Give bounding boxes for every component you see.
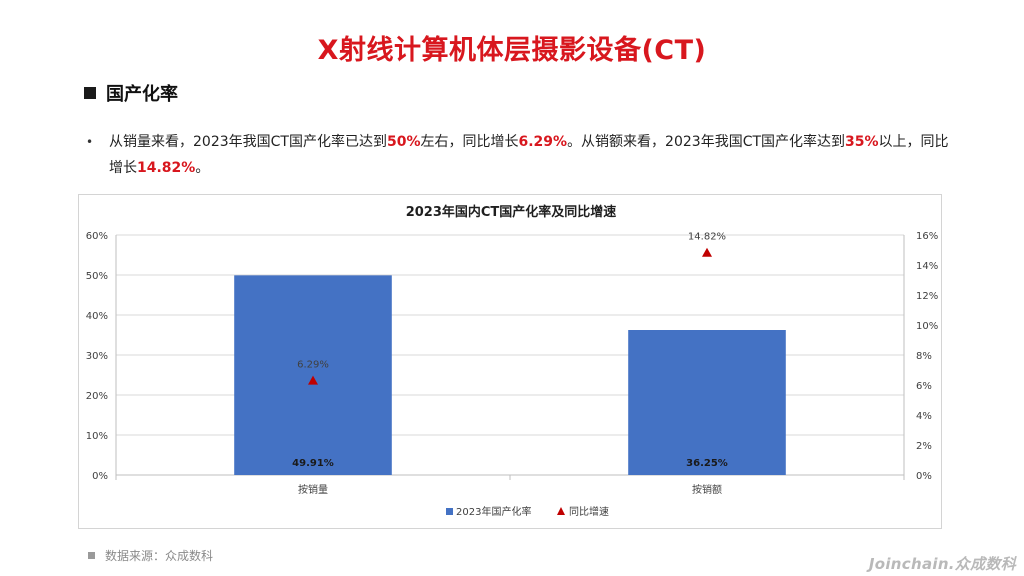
legend-swatch-marker — [557, 507, 565, 515]
y-left-tick-label: 30% — [86, 351, 108, 362]
y-right-tick-label: 6% — [916, 381, 932, 392]
y-left-tick-label: 60% — [86, 231, 108, 242]
y-right-tick-label: 10% — [916, 321, 938, 332]
summary-highlight: 35% — [845, 134, 879, 150]
y-left-tick-label: 20% — [86, 391, 108, 402]
y-left-tick-label: 0% — [92, 471, 108, 482]
marker-point — [308, 375, 318, 385]
legend-label: 2023年国产化率 — [456, 505, 531, 518]
bullet-dot-icon: • — [86, 135, 94, 149]
chart-svg: 2023年国内CT国产化率及同比增速 0% 10% 20% 30% 40% 50% 60% 0%… — [86, 204, 938, 518]
y-right-tick-label: 16% — [916, 231, 938, 242]
source-text: 数据来源：众成数科 — [105, 549, 214, 563]
marker-data-label: 6.29% — [297, 360, 329, 371]
bar — [234, 275, 392, 475]
summary-segment: 。 — [195, 160, 210, 176]
legend-swatch-bar — [446, 508, 453, 515]
square-bullet-icon — [84, 87, 96, 99]
page-title: X射线计算机体层摄影设备(CT) — [317, 35, 707, 66]
section-heading-text: 国产化率 — [106, 84, 178, 105]
summary-segment: 从销量来看，2023年我国CT国产化率已达到 — [109, 134, 387, 150]
x-category-label: 按销额 — [692, 483, 722, 496]
bar — [628, 330, 786, 475]
source-square-icon — [88, 552, 95, 559]
x-category-label: 按销量 — [298, 483, 328, 496]
y-left-tick-label: 40% — [86, 311, 108, 322]
y-right-tick-label: 4% — [916, 411, 932, 422]
y-right-tick-label: 14% — [916, 261, 938, 272]
y-right-tick-label: 0% — [916, 471, 932, 482]
bar-data-label: 49.91% — [292, 458, 334, 469]
bar-data-label: 36.25% — [686, 458, 728, 469]
summary-segment: 左右，同比增长 — [420, 134, 519, 150]
summary-paragraph: • 从销量来看，2023年我国CT国产化率已达到50%左右，同比增长6.29%。… — [84, 129, 954, 181]
y-right-tick-label: 12% — [916, 291, 938, 302]
brand-watermark: Joinchain.众成数科 — [868, 555, 1016, 573]
y-left-tick-label: 10% — [86, 431, 108, 442]
summary-highlight: 14.82% — [137, 160, 196, 176]
chart-frame: 2023年国内CT国产化率及同比增速 0% 10% 20% 30% 40% 50% 60% 0%… — [78, 194, 942, 529]
chart-title: 2023年国内CT国产化率及同比增速 — [406, 204, 617, 220]
summary-segment: 。从销额来看，2023年我国CT国产化率达到 — [567, 134, 846, 150]
source-note: 数据来源：众成数科 — [88, 547, 213, 564]
y-right-tick-label: 2% — [916, 441, 932, 452]
summary-text: 从销量来看，2023年我国CT国产化率已达到50%左右，同比增长6.29%。从销… — [109, 129, 954, 181]
summary-segment: 以上，同比增长 — [109, 134, 949, 176]
marker-point — [702, 247, 712, 257]
marker-data-label: 14.82% — [688, 232, 726, 243]
summary-highlight: 50% — [386, 134, 421, 150]
summary-highlight: 6.29% — [518, 134, 568, 150]
section-heading: 国产化率 — [84, 80, 178, 106]
y-right-tick-label: 8% — [916, 351, 932, 362]
y-left-tick-label: 50% — [86, 271, 108, 282]
legend-label: 同比增速 — [569, 505, 609, 518]
